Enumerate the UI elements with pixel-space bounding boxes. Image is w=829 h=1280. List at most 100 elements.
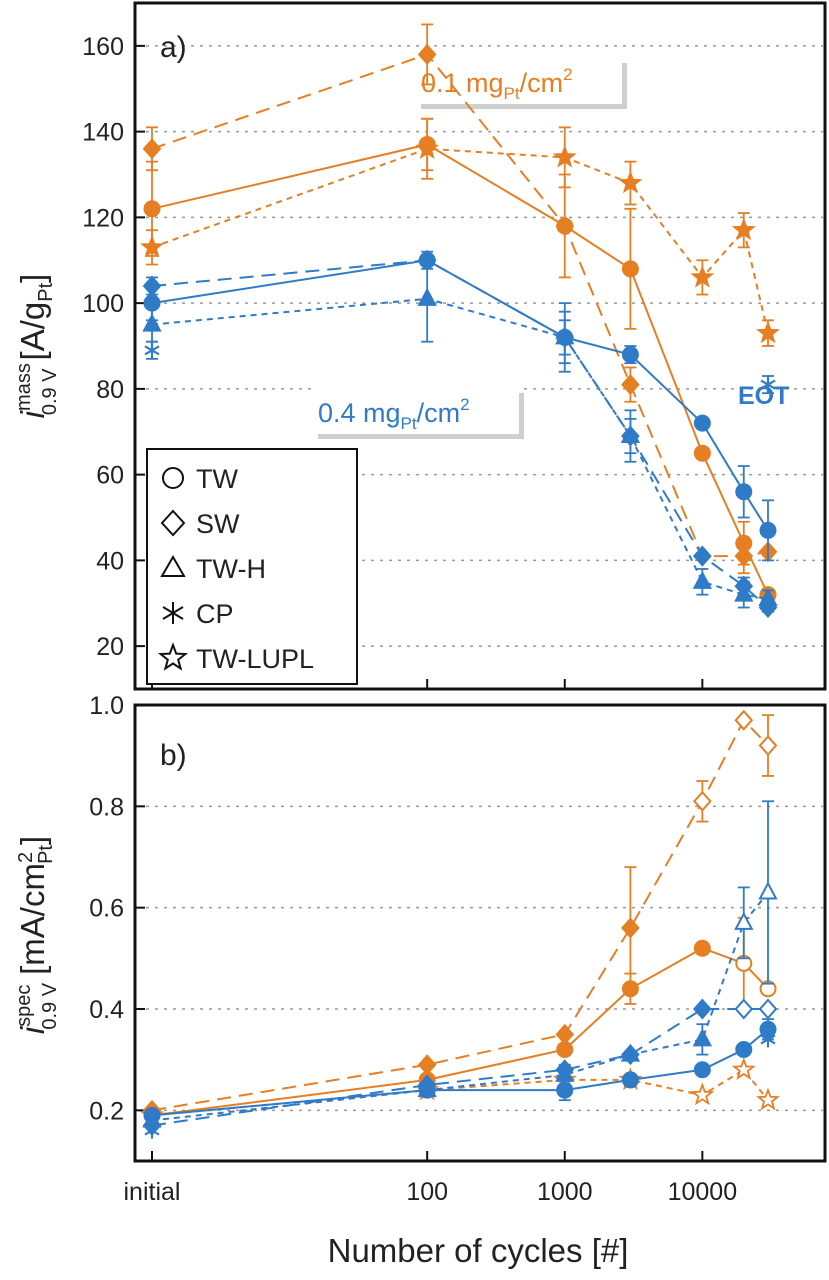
panel-b-y-axis-sub: 0.9 V <box>39 982 61 1029</box>
point-a-tw-lupl-0-1-1000 <box>552 144 577 168</box>
x-tick-label-1000: 1000 <box>537 1178 593 1206</box>
series-b-sw-0-1 <box>142 709 778 1121</box>
legend-label-tw-lupl: TW-LUPL <box>196 644 314 674</box>
point-b-tw-h-0-4-100 <box>417 1078 437 1098</box>
point-b-sw-0-1-30000 <box>758 735 778 757</box>
point-a-sw-0-4-10000 <box>693 545 712 567</box>
point-a-sw-0-1-20000 <box>734 545 754 567</box>
point-a-tw-0-4-3000 <box>621 346 639 364</box>
legend-label-tw-h: TW-H <box>196 554 266 584</box>
annotation-orange-loading: 0.1 mgPt/cm2 <box>416 58 627 109</box>
point-b-sw-0-4-30000 <box>758 998 778 1020</box>
panel-b-y-axis-symbol: i <box>14 1025 51 1034</box>
point-b-tw-lupl-0-1-20000 <box>731 1057 756 1080</box>
point-b-tw-0-4-3000 <box>621 1071 639 1089</box>
annotation-orange-sup: 2 <box>563 65 572 84</box>
point-b-cp-0-4-initial <box>144 1122 160 1139</box>
point-a-tw-h-0-4-1000 <box>555 326 575 345</box>
point-a-tw-0-4-10000 <box>693 414 711 432</box>
panel-a-y-axis-unit-sub: Pt <box>35 282 57 301</box>
point-b-sw-0-1-10000 <box>693 790 712 812</box>
y-tick-label-a-100: 100 <box>82 290 124 318</box>
panel-b-y-axis-title: ispec 0.9 V [mA/cm2Pt] <box>13 836 61 1034</box>
y-tick-label-a-80: 80 <box>96 376 124 404</box>
point-a-tw-h-0-4-30000 <box>758 587 778 606</box>
legend-label-tw: TW <box>196 464 238 494</box>
legend-item-tw-h: TW-H <box>160 554 266 584</box>
point-a-tw-h-0-4-100 <box>417 287 437 306</box>
svg-text:0.4 mgPt/cm2: 0.4 mgPt/cm2 <box>318 395 470 433</box>
panel-b-y-axis-unit: [mA/cm <box>14 863 51 975</box>
svg-text:0.1 mgPt/cm2: 0.1 mgPt/cm2 <box>421 65 573 103</box>
point-b-tw-0-1-10000 <box>693 939 711 957</box>
point-b-sw-0-1-3000 <box>621 917 640 939</box>
point-a-tw-lupl-0-1-20000 <box>731 217 756 241</box>
panel-a-y-axis-sup: mass <box>13 363 35 411</box>
series-b-tw-0-4 <box>143 1018 777 1124</box>
legend-label-sw: SW <box>196 509 240 539</box>
x-axis-title: Number of cycles [#] <box>328 1232 629 1269</box>
series-line-b-tw-lupl-0-1 <box>151 1068 769 1117</box>
point-b-tw-h-0-4-30000 <box>758 881 778 900</box>
point-a-sw-0-4-initial <box>142 275 162 297</box>
point-a-tw-lupl-0-1-3000 <box>618 170 643 194</box>
point-b-sw-0-4-10000 <box>693 998 712 1020</box>
y-tick-label-b-0.4: 0.4 <box>89 996 124 1024</box>
point-a-cp-0-4-30000 <box>760 376 776 393</box>
y-tick-label-a-60: 60 <box>96 462 124 490</box>
y-tick-label-a-40: 40 <box>96 547 124 575</box>
x-ticks: initial 100 1000 10000 <box>124 679 737 1206</box>
point-a-tw-0-4-20000 <box>735 483 753 501</box>
series-line-b-tw-h-0-4 <box>151 891 769 1122</box>
annotation-blue-unit: /cm <box>417 398 461 428</box>
point-a-tw-0-4-30000 <box>759 521 777 539</box>
x-tick-label-100: 100 <box>406 1178 448 1206</box>
panel-a-label: a) <box>160 31 187 64</box>
point-a-tw-0-1-initial <box>143 200 161 218</box>
panel-b-label: b) <box>160 739 187 772</box>
y-tick-label-b-1.0: 1.0 <box>89 692 124 720</box>
point-b-tw-0-4-10000 <box>693 1061 711 1079</box>
panel-b-y-axis-close: ] <box>14 836 51 845</box>
panel-b-y-axis-unit-sup: 2 <box>15 852 37 863</box>
point-a-tw-0-1-10000 <box>693 444 711 462</box>
series-a-cp-0-4 <box>144 340 776 395</box>
point-a-sw-0-1-1000 <box>555 215 575 237</box>
point-a-sw-0-1-initial <box>142 138 162 160</box>
point-a-tw-lupl-0-1-initial <box>140 234 164 258</box>
panel-b-y-axis-unit-sub: Pt <box>35 845 57 864</box>
series-line-b-sw-0-1 <box>151 718 769 1112</box>
panel-a-series <box>140 23 780 619</box>
point-a-cp-0-4-initial <box>144 342 160 359</box>
annotation-blue-sup: 2 <box>460 395 469 414</box>
y-tick-label-b-0.8: 0.8 <box>89 793 124 821</box>
annotation-orange-main: 0.1 mg <box>421 68 504 98</box>
series-b-sw-0-4 <box>142 998 778 1137</box>
legend-item-tw-lupl: TW-LUPL <box>157 642 314 674</box>
point-a-tw-h-0-4-10000 <box>692 570 713 589</box>
point-a-tw-h-0-4-initial <box>142 313 162 332</box>
panel-a-y-axis-close: ] <box>14 274 51 283</box>
point-b-cp-0-4-30000 <box>760 1031 776 1048</box>
panel-a-y-axis-sub: 0.9 V <box>39 368 61 415</box>
point-a-tw-h-0-4-20000 <box>734 583 754 602</box>
annotation-blue-main: 0.4 mg <box>318 398 401 428</box>
panel-a-y-ticks: 20 40 60 80 100 120 140 160 <box>82 33 145 661</box>
legend-item-tw: TW <box>162 464 238 494</box>
point-a-tw-lupl-0-1-100 <box>415 136 440 159</box>
panel-a-frame <box>133 1 827 691</box>
panel-b-series <box>140 709 780 1139</box>
point-b-tw-h-0-4-20000 <box>734 911 754 930</box>
panel-b-grid <box>137 805 823 1112</box>
point-b-tw-lupl-0-1-30000 <box>756 1087 780 1111</box>
y-tick-label-a-20: 20 <box>96 633 124 661</box>
annotation-orange-unit: /cm <box>520 68 564 98</box>
series-a-sw-0-1 <box>142 23 778 575</box>
y-tick-label-a-120: 120 <box>82 204 124 232</box>
y-tick-label-b-0.6: 0.6 <box>89 895 124 923</box>
panel-b-y-ticks: 0.2 0.4 0.6 0.8 1.0 <box>89 692 145 1125</box>
panel-b-y-axis-sup: spec <box>13 985 35 1027</box>
series-b-tw-0-1 <box>143 916 777 1124</box>
